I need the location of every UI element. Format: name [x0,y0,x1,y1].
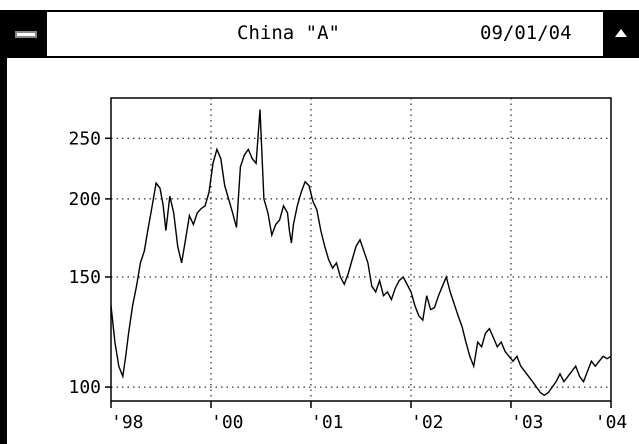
y-tick-label: 200 [68,189,101,210]
scroll-up-button[interactable] [603,12,639,56]
x-tick-label: '04 [595,412,628,433]
x-tick-label: '03 [511,412,544,433]
scroll-up-icon [615,29,627,37]
plot-area-border [110,97,612,402]
window-title: China "A" [237,22,340,44]
window-menu-icon [15,31,37,38]
series-line [110,109,612,397]
y-axis-ticks: 100 150 200 250 [68,128,111,398]
x-tick-label: '00 [211,412,244,433]
x-tick-label: '98 [111,412,144,433]
x-tick-label: '01 [311,412,344,433]
x-tick-label: '02 [411,412,444,433]
chart-grid [111,98,611,401]
window-titlebar[interactable]: China "A" 09/01/04 [7,12,639,58]
x-axis-ticks: '98 '00 '01 '02 '03 '04 [110,401,628,433]
window-date: 09/01/04 [480,22,572,44]
window-frame-top [0,10,639,12]
y-tick-label: 150 [68,267,101,288]
y-tick-label: 250 [68,128,101,149]
y-tick-label: 100 [68,377,101,398]
window-frame-left [0,10,7,444]
window-menu-button[interactable] [7,12,47,56]
